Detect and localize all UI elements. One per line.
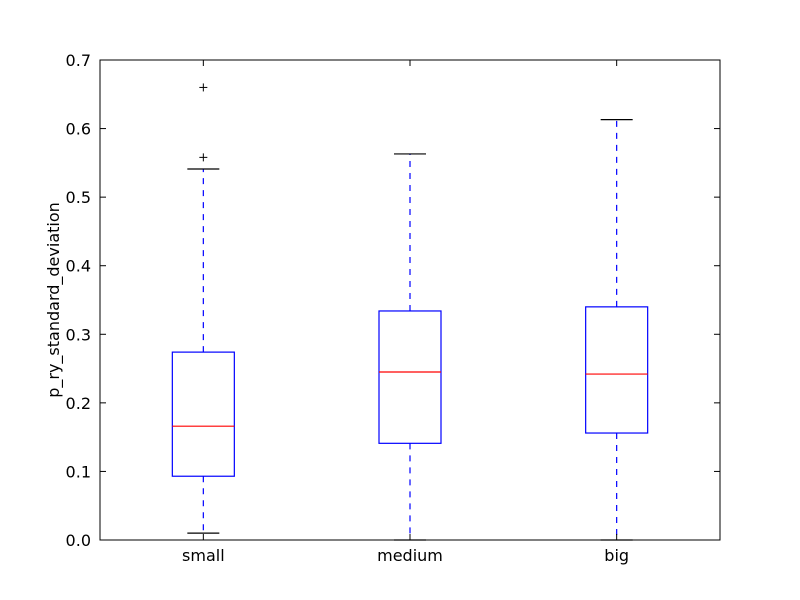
y-tick-label: 0.3 bbox=[66, 325, 91, 344]
y-tick-label: 0.6 bbox=[66, 120, 91, 139]
y-tick-label: 0.4 bbox=[66, 257, 91, 276]
outlier-small bbox=[199, 83, 208, 92]
x-tick-label-medium: medium bbox=[377, 546, 443, 565]
y-axis-label: p_ry_standard_deviation bbox=[44, 202, 64, 398]
box-medium bbox=[378, 310, 442, 444]
plot-frame bbox=[99, 59, 721, 541]
y-tick-label: 0.0 bbox=[66, 531, 91, 550]
y-tick-label: 0.7 bbox=[66, 51, 91, 70]
y-tick-label: 0.2 bbox=[66, 394, 91, 413]
x-tick-label-small: small bbox=[182, 546, 225, 565]
box-small bbox=[171, 351, 235, 477]
y-tick-label: 0.5 bbox=[66, 188, 91, 207]
y-tick-label: 0.1 bbox=[66, 462, 91, 481]
x-tick-label-big: big bbox=[604, 546, 629, 565]
box-big bbox=[585, 306, 649, 434]
outlier-small bbox=[199, 153, 208, 162]
